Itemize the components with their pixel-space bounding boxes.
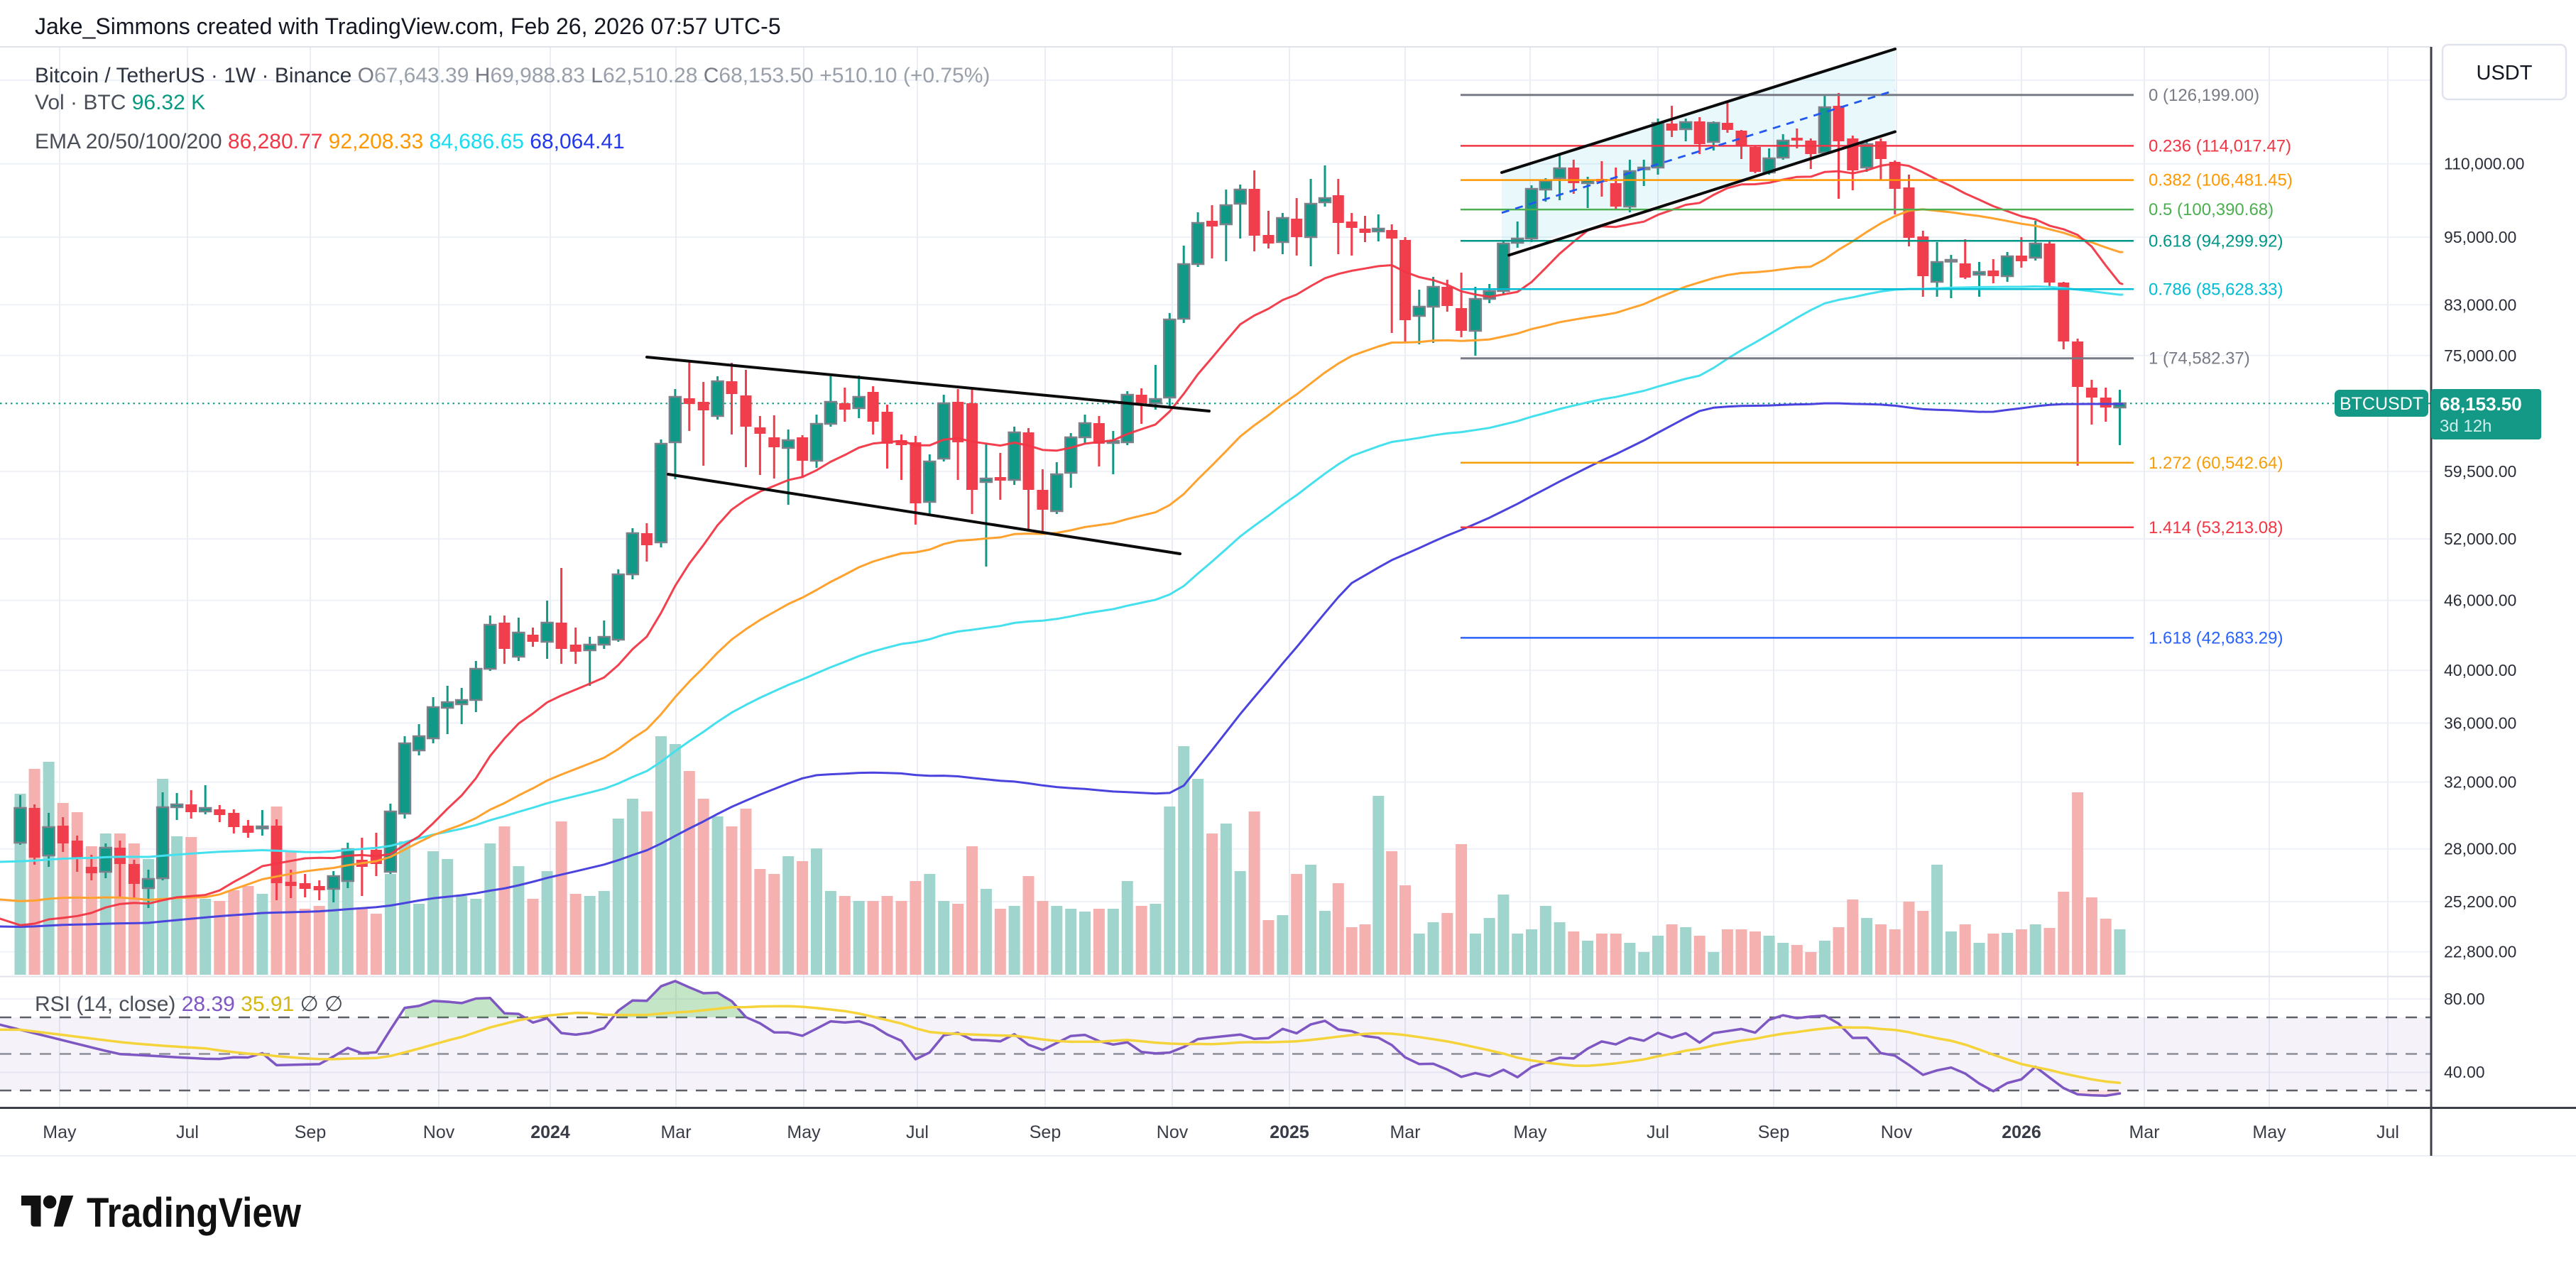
svg-text:1.272 (60,542.64): 1.272 (60,542.64)	[2149, 454, 2283, 473]
svg-text:3d 12h: 3d 12h	[2440, 417, 2492, 436]
svg-text:25,200.00: 25,200.00	[2444, 892, 2516, 911]
svg-text:52,000.00: 52,000.00	[2444, 530, 2516, 548]
svg-text:Nov: Nov	[1881, 1122, 1913, 1142]
svg-text:0.236 (114,017.47): 0.236 (114,017.47)	[2149, 136, 2291, 155]
svg-text:May: May	[43, 1122, 77, 1142]
svg-text:TradingView: TradingView	[87, 1190, 302, 1236]
svg-text:Mar: Mar	[1390, 1122, 1420, 1142]
svg-text:Sep: Sep	[1030, 1122, 1061, 1142]
svg-text:Jake_Simmons created with Trad: Jake_Simmons created with TradingView.co…	[35, 13, 781, 39]
svg-text:Jul: Jul	[176, 1122, 199, 1142]
svg-text:EMA 20/50/100/200 86,280.77: EMA 20/50/100/200 86,280.77 92,208.33 84…	[35, 130, 625, 153]
svg-text:2024: 2024	[530, 1122, 570, 1142]
svg-text:1.414 (53,213.08): 1.414 (53,213.08)	[2149, 518, 2283, 537]
svg-text:2026: 2026	[2002, 1122, 2041, 1142]
svg-text:Nov: Nov	[1157, 1122, 1189, 1142]
svg-text:75,000.00: 75,000.00	[2444, 346, 2516, 365]
svg-text:1 (74,582.37): 1 (74,582.37)	[2149, 349, 2250, 368]
svg-text:59,500.00: 59,500.00	[2444, 462, 2516, 481]
svg-text:0.618 (94,299.92): 0.618 (94,299.92)	[2149, 231, 2283, 251]
svg-text:2025: 2025	[1270, 1122, 1309, 1142]
svg-text:Bitcoin / TetherUS · 1W · Bina: Bitcoin / TetherUS · 1W · Binance O67,64…	[35, 64, 990, 87]
svg-text:Sep: Sep	[295, 1122, 326, 1142]
svg-text:32,000.00: 32,000.00	[2444, 773, 2516, 792]
svg-text:BTCUSDT: BTCUSDT	[2340, 394, 2423, 414]
svg-text:0.786 (85,628.33): 0.786 (85,628.33)	[2149, 280, 2283, 299]
svg-text:Jul: Jul	[2376, 1122, 2399, 1142]
svg-text:95,000.00: 95,000.00	[2444, 228, 2516, 246]
svg-text:Nov: Nov	[423, 1122, 455, 1142]
svg-text:USDT: USDT	[2477, 62, 2533, 84]
svg-text:Vol · BTC 96.32 K: Vol · BTC 96.32 K	[35, 91, 205, 114]
svg-text:May: May	[2252, 1122, 2286, 1142]
svg-text:40,000.00: 40,000.00	[2444, 661, 2516, 679]
svg-text:28,000.00: 28,000.00	[2444, 840, 2516, 858]
svg-text:0.382 (106,481.45): 0.382 (106,481.45)	[2149, 171, 2293, 190]
svg-text:40.00: 40.00	[2444, 1063, 2485, 1081]
svg-text:22,800.00: 22,800.00	[2444, 943, 2516, 961]
svg-text:0.5 (100,390.68): 0.5 (100,390.68)	[2149, 200, 2274, 219]
svg-text:83,000.00: 83,000.00	[2444, 295, 2516, 314]
svg-text:May: May	[1513, 1122, 1547, 1142]
svg-text:68,153.50: 68,153.50	[2440, 393, 2522, 415]
svg-text:80.00: 80.00	[2444, 990, 2485, 1008]
svg-text:0 (126,199.00): 0 (126,199.00)	[2149, 86, 2259, 105]
svg-text:Sep: Sep	[1758, 1122, 1789, 1142]
svg-text:1.618 (42,683.29): 1.618 (42,683.29)	[2149, 628, 2283, 647]
svg-text:110,000.00: 110,000.00	[2444, 155, 2524, 173]
svg-text:Jul: Jul	[1647, 1122, 1669, 1142]
svg-text:May: May	[787, 1122, 821, 1142]
svg-text:36,000.00: 36,000.00	[2444, 714, 2516, 733]
svg-text:Mar: Mar	[660, 1122, 691, 1142]
svg-text:Mar: Mar	[2129, 1122, 2159, 1142]
svg-text:46,000.00: 46,000.00	[2444, 591, 2516, 610]
svg-text:RSI (14, close) 28.39 35.91: RSI (14, close) 28.39 35.91 ∅ ∅	[35, 993, 343, 1016]
svg-text:Jul: Jul	[906, 1122, 929, 1142]
